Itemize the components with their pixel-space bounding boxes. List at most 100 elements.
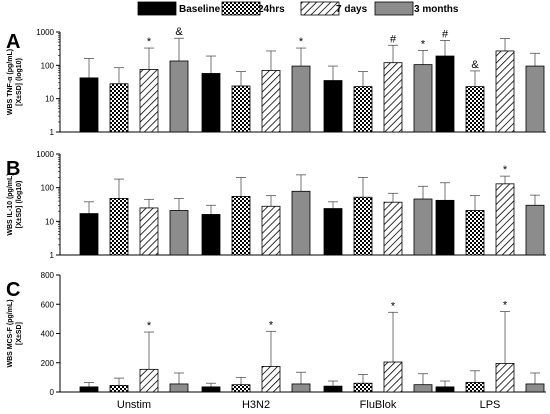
y-tick-label: 10 bbox=[45, 95, 54, 104]
bar-h3n2-1 bbox=[231, 196, 251, 256]
bar-lps-0 bbox=[435, 386, 455, 393]
significance-mark: * bbox=[391, 300, 396, 312]
significance-mark: # bbox=[442, 28, 449, 40]
bar-flublok-1 bbox=[353, 196, 373, 256]
bar-h3n2-0 bbox=[201, 386, 221, 393]
y-axis-label: WBS MCS-F (pg/mL) bbox=[7, 299, 14, 367]
legend-label-0: Baseline bbox=[179, 4, 221, 15]
y-axis-label: [X±SD] (log10) bbox=[16, 58, 23, 106]
bar-unstim-1 bbox=[109, 83, 129, 133]
legend-label-3: 3 months bbox=[414, 4, 459, 15]
bar-lps-2 bbox=[495, 363, 515, 393]
significance-mark: * bbox=[503, 300, 508, 312]
bar-lps-3 bbox=[525, 65, 545, 133]
bar-unstim-1 bbox=[109, 385, 129, 393]
y-axis-label: WBS IL-10 (pg/mL) bbox=[7, 173, 14, 235]
bar-flublok-3 bbox=[413, 64, 433, 133]
bar-h3n2-1 bbox=[231, 85, 251, 133]
bar-unstim-0 bbox=[79, 213, 99, 256]
significance-mark: & bbox=[471, 59, 479, 71]
y-tick-label: 800 bbox=[41, 271, 55, 280]
y-tick-label: 600 bbox=[41, 300, 55, 309]
bar-unstim-2 bbox=[139, 69, 159, 133]
y-axis-label: [X±SD] bbox=[16, 322, 23, 345]
bar-flublok-2 bbox=[383, 62, 403, 133]
bar-unstim-2 bbox=[139, 207, 159, 256]
bar-flublok-1 bbox=[353, 86, 373, 133]
y-tick-label: 1 bbox=[50, 251, 55, 260]
bar-flublok-2 bbox=[383, 201, 403, 256]
bar-unstim-1 bbox=[109, 197, 129, 256]
bar-lps-1 bbox=[465, 210, 485, 256]
y-tick-label: 1000 bbox=[36, 28, 54, 37]
legend-swatch-2 bbox=[300, 1, 340, 16]
legend-swatch-0 bbox=[137, 1, 177, 16]
bar-h3n2-2 bbox=[261, 366, 281, 393]
significance-mark: * bbox=[269, 319, 274, 331]
y-tick-label: 1 bbox=[50, 128, 55, 137]
y-tick-label: 0 bbox=[50, 388, 55, 397]
y-tick-label: 200 bbox=[41, 359, 55, 368]
bar-lps-2 bbox=[495, 183, 515, 256]
y-tick-label: 400 bbox=[41, 330, 55, 339]
bar-unstim-0 bbox=[79, 77, 99, 133]
bar-flublok-0 bbox=[323, 80, 343, 133]
bar-flublok-3 bbox=[413, 198, 433, 256]
bar-h3n2-3 bbox=[291, 383, 311, 393]
bar-unstim-0 bbox=[79, 386, 99, 393]
bar-unstim-3 bbox=[169, 60, 189, 133]
bar-flublok-3 bbox=[413, 384, 433, 393]
bar-h3n2-2 bbox=[261, 70, 281, 133]
y-tick-label: 10 bbox=[45, 217, 54, 226]
legend-label-2: 7 days bbox=[336, 4, 368, 15]
bar-lps-1 bbox=[465, 86, 485, 133]
significance-mark: * bbox=[299, 36, 304, 48]
significance-mark: # bbox=[390, 33, 397, 45]
bar-lps-3 bbox=[525, 204, 545, 256]
bar-unstim-2 bbox=[139, 368, 159, 393]
bar-h3n2-0 bbox=[201, 73, 221, 133]
bar-lps-2 bbox=[495, 50, 515, 133]
bar-flublok-0 bbox=[323, 208, 343, 256]
bar-unstim-3 bbox=[169, 210, 189, 256]
legend: Baseline 24hrs 7 days 3 months bbox=[137, 1, 459, 16]
bar-lps-1 bbox=[465, 382, 485, 393]
significance-mark: * bbox=[421, 38, 426, 50]
category-label: FluBlok bbox=[360, 399, 397, 411]
legend-swatch-1 bbox=[221, 1, 261, 16]
bar-h3n2-0 bbox=[201, 214, 221, 256]
bar-lps-3 bbox=[525, 383, 545, 393]
y-axis-label: [X±SD] (log10) bbox=[16, 181, 23, 229]
bar-h3n2-1 bbox=[231, 384, 251, 393]
panel-letter: A bbox=[6, 31, 20, 53]
bar-h3n2-3 bbox=[291, 190, 311, 256]
y-tick-label: 100 bbox=[41, 61, 55, 70]
legend-label-1: 24hrs bbox=[258, 4, 285, 15]
category-label: LPS bbox=[480, 399, 501, 411]
bar-flublok-2 bbox=[383, 361, 403, 393]
significance-mark: * bbox=[147, 36, 152, 48]
y-tick-label: 1000 bbox=[36, 150, 54, 159]
significance-mark: & bbox=[175, 26, 183, 38]
bar-lps-0 bbox=[435, 55, 455, 133]
bar-h3n2-2 bbox=[261, 205, 281, 256]
bar-flublok-1 bbox=[353, 382, 373, 393]
legend-swatch-3 bbox=[374, 1, 414, 16]
panel-letter: B bbox=[6, 158, 20, 180]
significance-mark: * bbox=[503, 164, 508, 176]
y-tick-label: 100 bbox=[41, 184, 55, 193]
bar-h3n2-3 bbox=[291, 65, 311, 133]
bar-flublok-0 bbox=[323, 385, 343, 393]
panel-letter: C bbox=[6, 279, 20, 301]
significance-mark: * bbox=[147, 320, 152, 332]
y-axis-label: WBS TNF-α (pg/mL) bbox=[7, 49, 14, 115]
bar-unstim-3 bbox=[169, 383, 189, 393]
category-label: H3N2 bbox=[242, 399, 270, 411]
bar-lps-0 bbox=[435, 199, 455, 256]
category-label: Unstim bbox=[117, 399, 151, 411]
